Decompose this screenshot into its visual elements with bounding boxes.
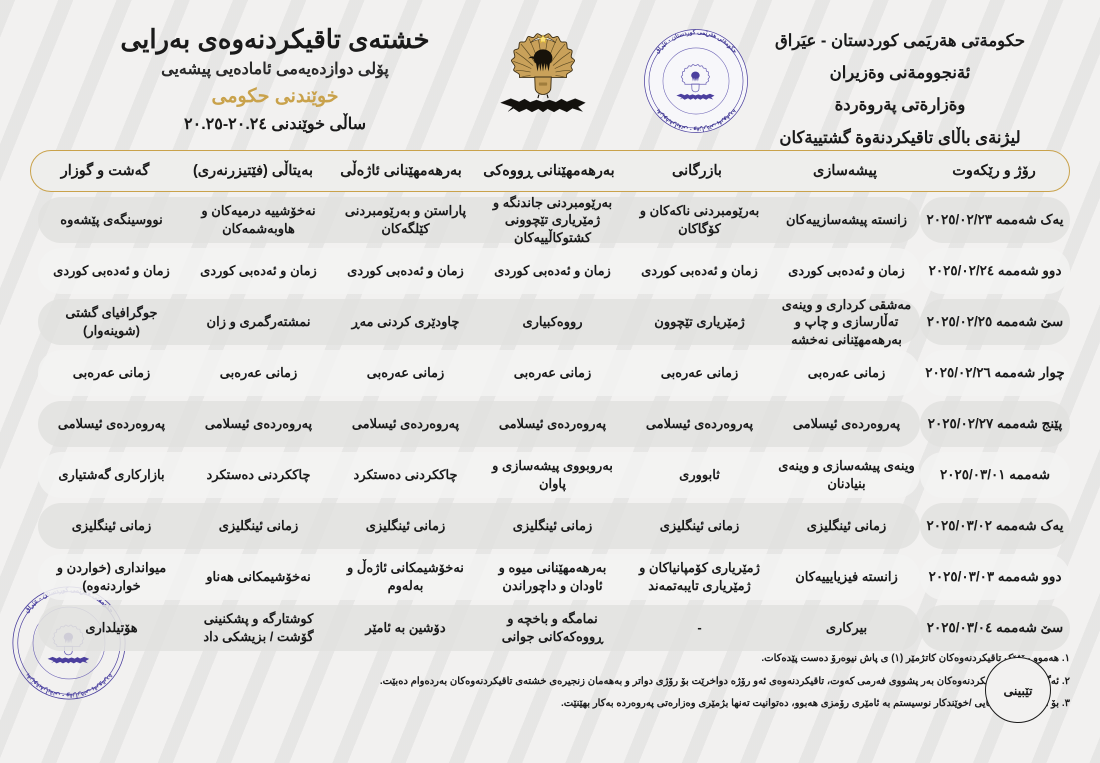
svg-text:بةريَوةبةرايةتى - وةزارةتى پةر: بةريَوةبةرايةتى - وةزارةتى پةروةردة bbox=[24, 672, 115, 699]
